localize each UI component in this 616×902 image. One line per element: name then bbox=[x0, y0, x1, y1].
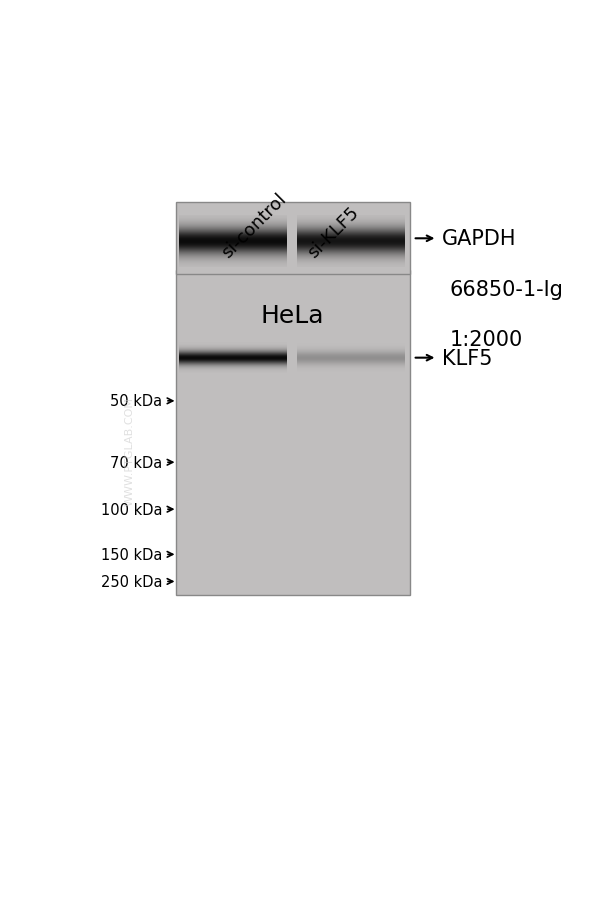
Text: GAPDH: GAPDH bbox=[442, 229, 516, 249]
FancyBboxPatch shape bbox=[176, 203, 410, 275]
Text: 50 kDa: 50 kDa bbox=[110, 394, 162, 409]
Text: 66850-1-Ig: 66850-1-Ig bbox=[450, 280, 564, 299]
Text: KLF5: KLF5 bbox=[442, 348, 492, 368]
Text: 150 kDa: 150 kDa bbox=[100, 548, 162, 562]
Text: HeLa: HeLa bbox=[261, 304, 325, 327]
Text: 100 kDa: 100 kDa bbox=[100, 502, 162, 517]
Text: 250 kDa: 250 kDa bbox=[100, 575, 162, 589]
Text: 70 kDa: 70 kDa bbox=[110, 456, 162, 470]
Text: 1:2000: 1:2000 bbox=[450, 329, 523, 349]
FancyBboxPatch shape bbox=[176, 271, 410, 595]
Text: si-KLF5: si-KLF5 bbox=[304, 203, 363, 262]
Text: si-control: si-control bbox=[218, 190, 290, 262]
Text: WWW.PTGLAB.COM: WWW.PTGLAB.COM bbox=[124, 397, 134, 505]
